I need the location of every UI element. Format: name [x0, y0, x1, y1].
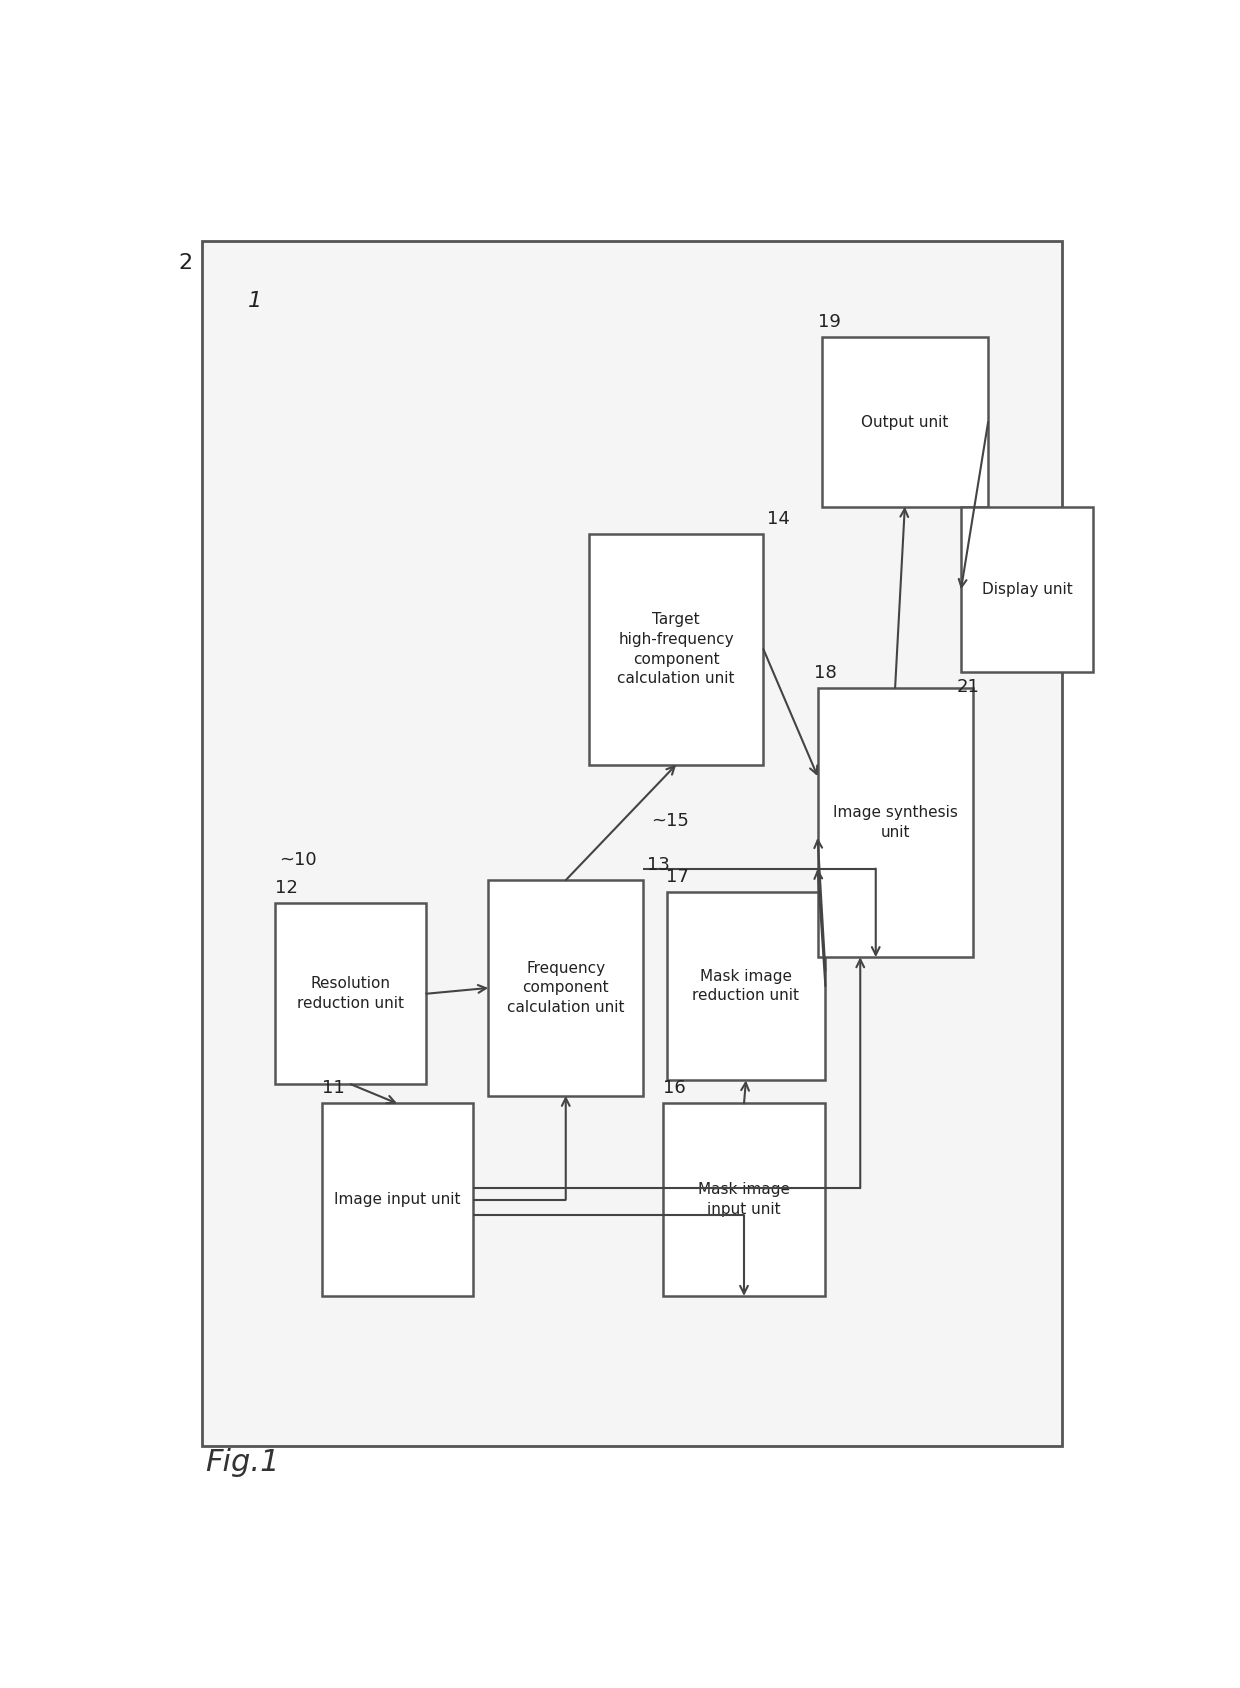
Text: 19: 19: [817, 314, 841, 331]
Text: Image input unit: Image input unit: [334, 1192, 460, 1207]
Text: 18: 18: [813, 663, 837, 682]
Bar: [589, 533, 764, 765]
Text: Mask image
input unit: Mask image input unit: [698, 1182, 790, 1217]
Text: Mask image
reduction unit: Mask image reduction unit: [692, 969, 800, 1003]
Bar: [647, 834, 965, 1384]
Text: 14: 14: [768, 510, 790, 527]
Text: Frequency
component
calculation unit: Frequency component calculation unit: [507, 960, 625, 1014]
Text: 1: 1: [248, 290, 262, 311]
Bar: [662, 1104, 826, 1296]
Text: ~10: ~10: [279, 851, 316, 869]
Text: Fig.1: Fig.1: [206, 1448, 280, 1477]
Text: Display unit: Display unit: [982, 582, 1073, 598]
Text: Output unit: Output unit: [861, 415, 949, 429]
Text: ~15: ~15: [651, 812, 689, 830]
Bar: [667, 891, 826, 1080]
Text: 16: 16: [662, 1079, 686, 1097]
Text: Target
high-frequency
component
calculation unit: Target high-frequency component calculat…: [618, 613, 735, 687]
Bar: [275, 873, 631, 1384]
Text: 21: 21: [957, 679, 980, 697]
Text: 2: 2: [179, 253, 192, 272]
Bar: [489, 879, 644, 1096]
Bar: [201, 241, 1061, 1447]
Bar: [237, 260, 972, 1431]
Text: 13: 13: [647, 856, 670, 874]
Bar: [821, 338, 988, 506]
Text: 12: 12: [275, 879, 298, 896]
Bar: [961, 506, 1092, 672]
Text: Image synthesis
unit: Image synthesis unit: [833, 805, 957, 841]
Bar: [275, 903, 427, 1084]
Text: 11: 11: [321, 1079, 345, 1097]
Bar: [817, 687, 972, 957]
Text: Resolution
reduction unit: Resolution reduction unit: [298, 976, 404, 1011]
Text: 17: 17: [667, 868, 689, 886]
Bar: [321, 1104, 472, 1296]
